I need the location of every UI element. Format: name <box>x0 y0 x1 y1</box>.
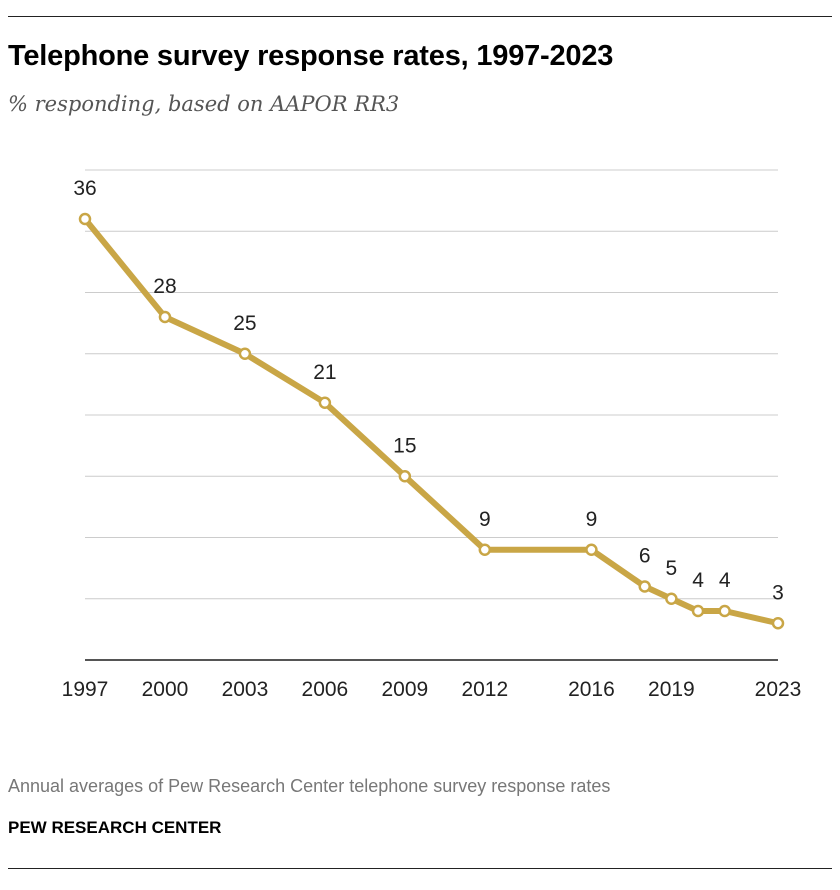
x-tick-label: 2009 <box>381 678 428 701</box>
data-point <box>398 470 412 483</box>
chart-title: Telephone survey response rates, 1997-20… <box>8 40 614 72</box>
x-tick-labels: 1997 2000 2003 2006 2009 2012 2016 2019 2023 <box>62 678 802 701</box>
x-tick-label: 2012 <box>461 678 508 701</box>
data-label: 36 <box>73 177 96 200</box>
data-label: 25 <box>233 312 256 335</box>
data-point <box>238 347 252 360</box>
data-label: 3 <box>772 581 784 604</box>
x-tick-label: 2003 <box>222 678 269 701</box>
data-label: 9 <box>479 508 491 531</box>
data-point <box>318 396 332 409</box>
x-tick-label: 2006 <box>302 678 349 701</box>
data-label: 4 <box>692 569 704 592</box>
data-point <box>718 604 731 618</box>
data-label: 21 <box>313 361 336 384</box>
data-label: 4 <box>719 569 731 592</box>
data-point <box>158 310 172 324</box>
data-points <box>78 212 785 630</box>
data-label: 15 <box>393 434 416 457</box>
x-tick-label: 2019 <box>648 678 695 701</box>
data-point <box>478 543 492 556</box>
data-label: 6 <box>639 545 651 568</box>
x-tick-label: 2016 <box>568 678 615 701</box>
x-tick-label: 2023 <box>755 678 802 701</box>
data-label: 9 <box>586 508 598 531</box>
gridlines <box>85 169 778 600</box>
data-point <box>771 617 785 630</box>
data-point <box>665 592 678 605</box>
top-rule <box>8 16 832 17</box>
source-label: PEW RESEARCH CENTER <box>8 818 222 837</box>
data-label: 5 <box>666 557 678 580</box>
data-point <box>585 543 598 556</box>
data-point <box>638 580 651 593</box>
line-chart: 1997 2000 2003 2006 2009 2012 2016 2019 2023 362… <box>62 169 802 701</box>
bottom-rule <box>8 868 832 869</box>
chart-subtitle: % responding, based on AAPOR RR3 <box>8 92 400 116</box>
data-point <box>78 212 92 226</box>
x-tick-label: 1997 <box>62 678 109 701</box>
data-point <box>691 604 705 618</box>
chart-note: Annual averages of Pew Research Center t… <box>8 776 611 796</box>
data-label: 28 <box>153 275 176 298</box>
x-tick-label: 2000 <box>142 678 189 701</box>
